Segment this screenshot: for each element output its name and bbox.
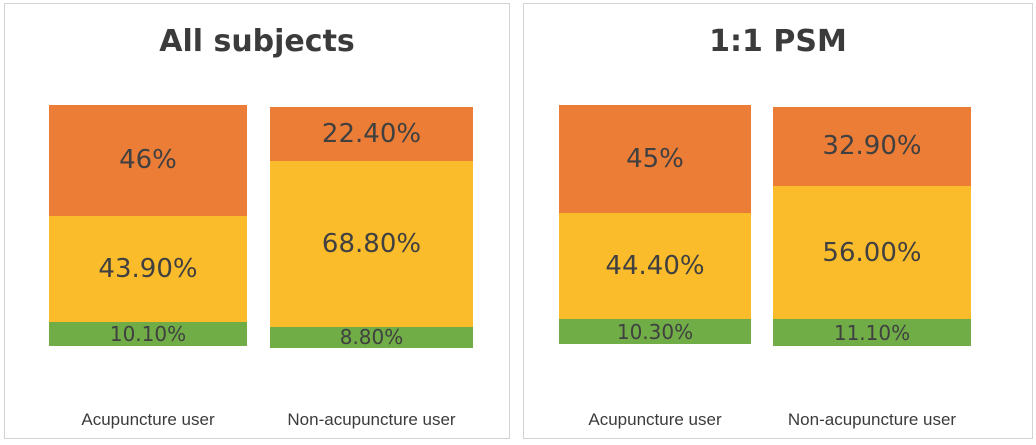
bar-segment: 56.00% — [773, 185, 971, 320]
data-label: 8.80% — [339, 326, 404, 348]
data-label: 10.10% — [109, 321, 187, 346]
bar-segment: 32.90% — [773, 107, 971, 186]
data-label: 43.90% — [98, 253, 198, 284]
data-label: 11.10% — [833, 320, 911, 345]
data-label: 22.40% — [321, 118, 422, 149]
data-label: 45% — [626, 143, 684, 174]
bar-segment: 68.80% — [270, 160, 473, 327]
data-label: 10.30% — [616, 319, 694, 344]
chart-panel-all-subjects: All subjects 10.10% 43.90% 46% Acupuncture … — [4, 3, 510, 439]
bar-segment: 22.40% — [270, 107, 473, 161]
data-label: 44.40% — [605, 251, 705, 282]
data-label: 32.90% — [822, 131, 922, 162]
chart-title: All subjects — [159, 24, 355, 59]
chart-panel-psm: 1:1 PSM 10.30% 44.40% 45% Acupuncture user 1… — [523, 3, 1033, 439]
bar-segment: 44.40% — [559, 212, 751, 320]
category-label: Acupuncture user — [588, 410, 722, 429]
data-label: 56.00% — [822, 237, 922, 268]
category-label: Non-acupuncture user — [787, 410, 957, 429]
bar-segment: 45% — [559, 105, 751, 213]
bar-segment: 11.10% — [773, 319, 971, 346]
data-label: 68.80% — [321, 228, 422, 259]
category-label: Non-acupuncture user — [287, 410, 456, 429]
bar-segment: 10.30% — [559, 319, 751, 344]
category-label: Acupuncture user — [81, 410, 215, 429]
bar-segment: 43.90% — [49, 215, 247, 322]
bar-segment: 46% — [49, 105, 247, 216]
data-label: 46% — [119, 145, 177, 176]
chart-title: 1:1 PSM — [709, 24, 847, 59]
bar-segment: 8.80% — [270, 326, 473, 348]
bar-segment: 10.10% — [49, 321, 247, 346]
